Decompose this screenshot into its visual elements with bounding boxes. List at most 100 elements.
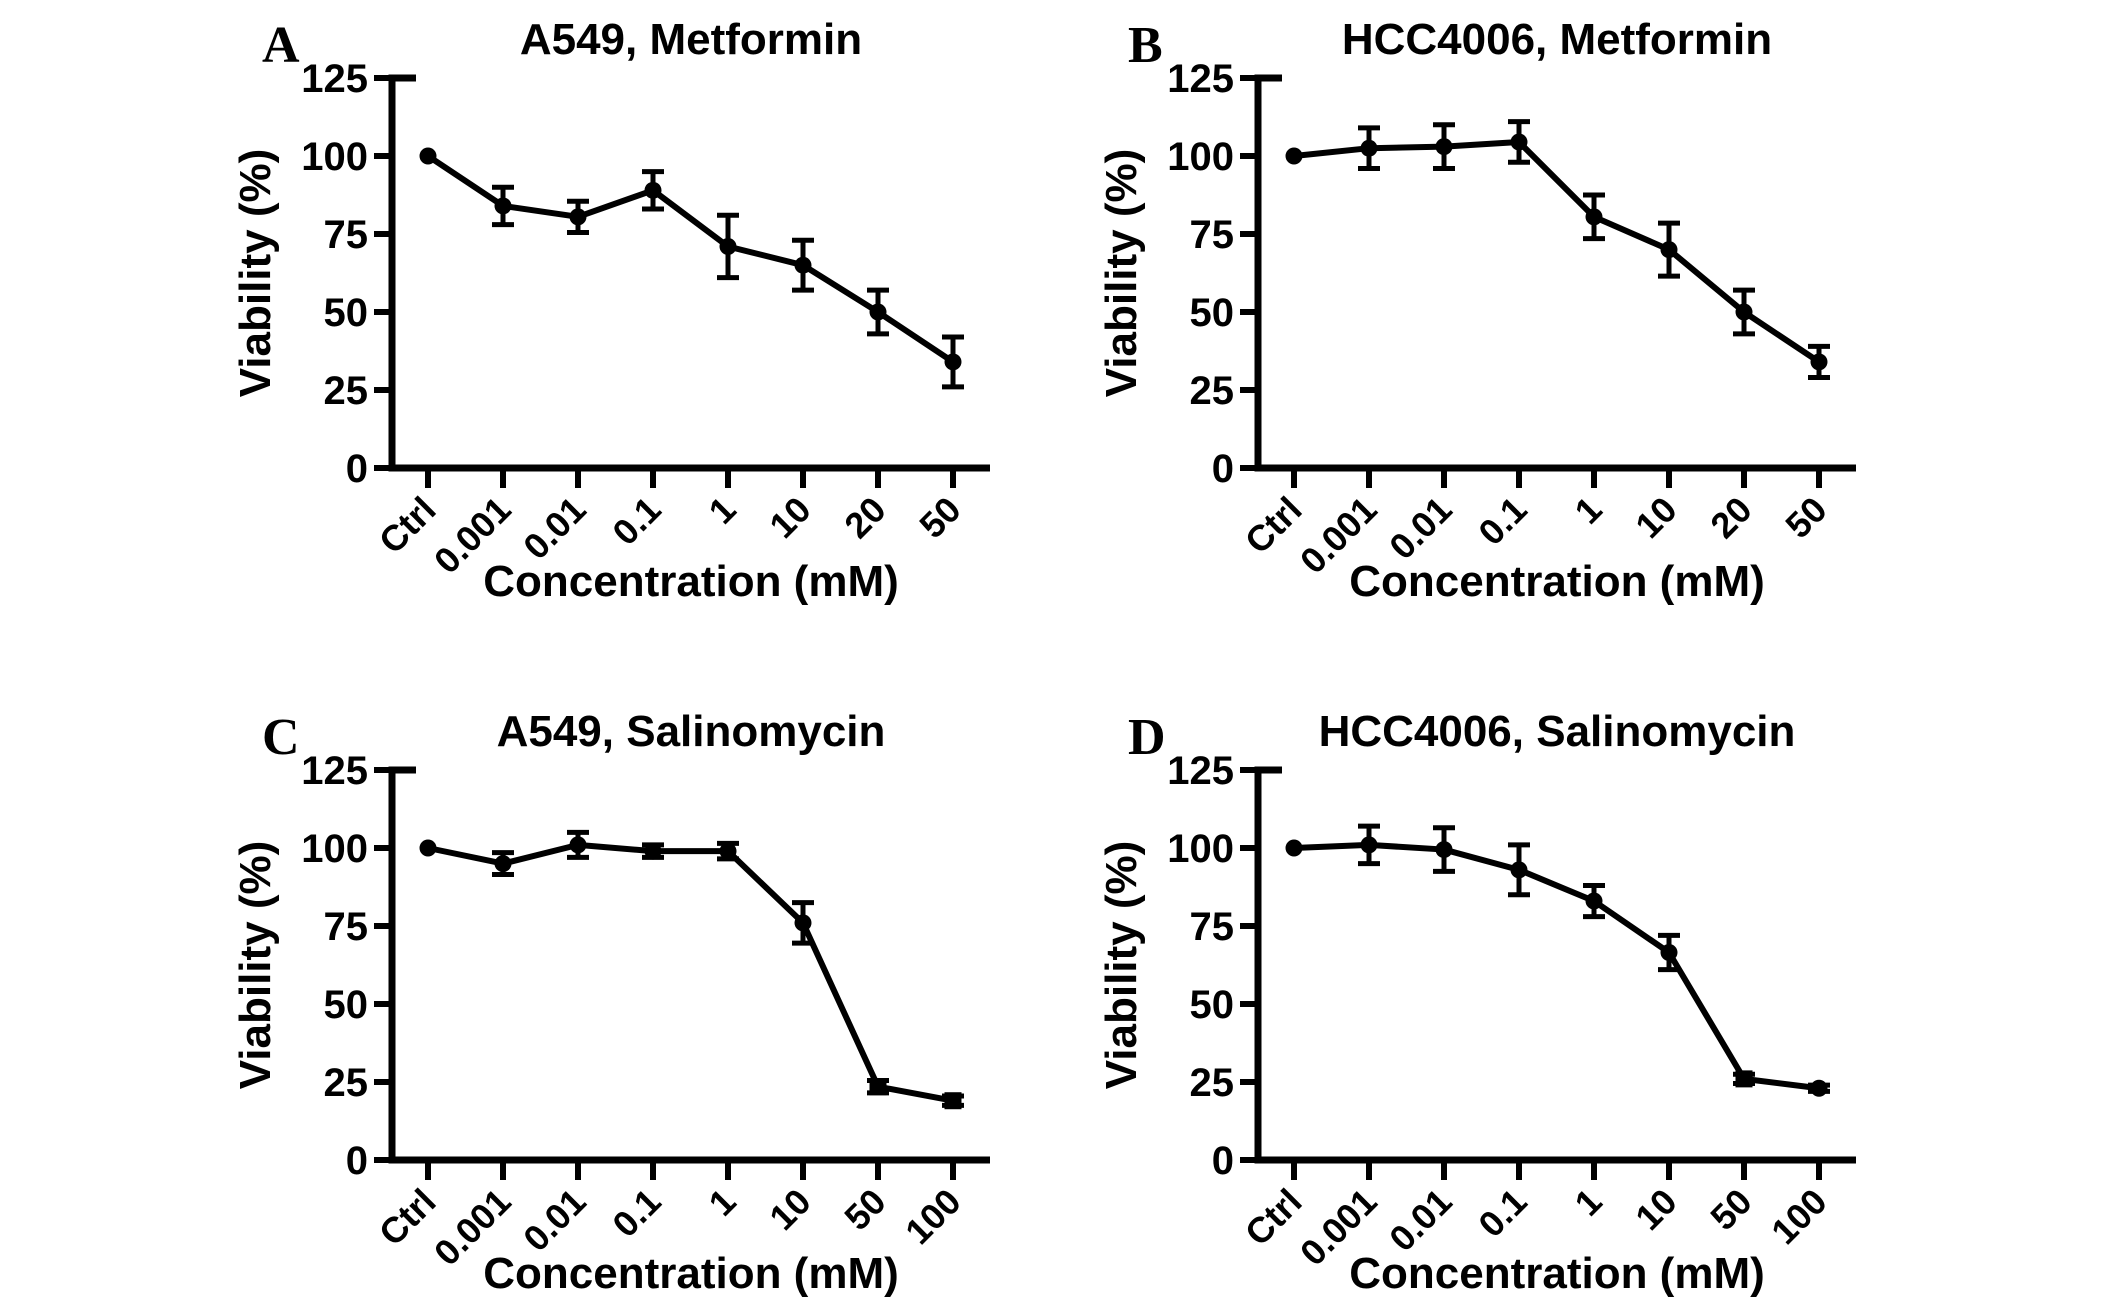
y-tick-label: 25 <box>324 1061 369 1105</box>
x-axis-label: Concentration (mM) <box>483 557 899 606</box>
data-point-marker <box>1435 841 1453 859</box>
x-tick-label: 10 <box>1627 489 1684 546</box>
data-point-marker <box>1660 944 1678 962</box>
y-tick-label: 50 <box>1190 291 1235 335</box>
y-tick-label: 50 <box>1190 983 1235 1027</box>
y-tick-label: 25 <box>324 369 369 413</box>
panel-b: 0 25 50 75 100 125 Ctrl 0.001 0.01 0.1 1 10 20 50 Viab… <box>1046 6 1992 658</box>
panel-title-d: HCC4006, Salinomycin <box>1318 707 1796 756</box>
data-point-marker <box>1585 892 1603 910</box>
data-point-marker <box>1810 1079 1828 1097</box>
x-tick-label: 1 <box>701 489 744 532</box>
x-tick-label: 0.1 <box>1470 1181 1534 1245</box>
data-point-marker <box>1360 836 1378 854</box>
y-tick-label: 125 <box>1167 749 1234 793</box>
y-axis-label: Viability (%) <box>1097 841 1146 1090</box>
x-axis-label: Concentration (mM) <box>1349 1249 1765 1298</box>
y-axis <box>388 766 416 1160</box>
data-point-marker <box>1360 139 1378 157</box>
y-tick-label: 100 <box>1167 135 1234 179</box>
x-tick-label: 100 <box>1763 1181 1834 1252</box>
panel-a: 0 25 50 75 100 125 Ctrl 0.001 0.01 0.1 1 10 20 50 Viab… <box>180 6 1126 658</box>
x-tick-label: 10 <box>761 1181 818 1238</box>
data-point-marker <box>1510 133 1528 151</box>
y-tick-label: 100 <box>1167 827 1234 871</box>
x-tick-label: 10 <box>761 489 818 546</box>
series-line <box>427 841 954 1104</box>
y-axis <box>1254 74 1282 468</box>
y-tick-label: 125 <box>301 749 368 793</box>
panel-letter-d: D <box>1128 709 1166 766</box>
x-axis-label: Concentration (mM) <box>483 1249 899 1298</box>
data-point-marker <box>494 197 512 215</box>
x-tick-label: 0.1 <box>1470 489 1534 553</box>
data-point-marker <box>869 1078 887 1096</box>
y-tick-label: 75 <box>324 213 369 257</box>
y-tick-label: 25 <box>1190 369 1235 413</box>
y-tick-label: 125 <box>301 57 368 101</box>
x-tick-label: 0.01 <box>515 1181 594 1260</box>
panel-title-c: A549, Salinomycin <box>496 707 886 756</box>
data-point-marker <box>1735 303 1753 321</box>
data-point-marker <box>869 303 887 321</box>
y-tick-label: 50 <box>324 291 369 335</box>
data-point-marker <box>944 353 962 371</box>
data-point-marker <box>1585 208 1603 226</box>
x-tick-label: 50 <box>1702 1181 1759 1238</box>
data-point-marker <box>1435 138 1453 156</box>
panel-title-a: A549, Metformin <box>519 15 863 64</box>
y-tick-label: 0 <box>346 1139 368 1183</box>
x-tick-label: 100 <box>897 1181 968 1252</box>
y-tick-label: 0 <box>1212 447 1234 491</box>
series-line <box>1293 841 1820 1092</box>
panel-letter-b: B <box>1128 17 1163 74</box>
data-point-marker <box>1810 353 1828 371</box>
y-tick-label: 75 <box>324 905 369 949</box>
data-point-marker <box>569 836 587 854</box>
x-axis-label: Concentration (mM) <box>1349 557 1765 606</box>
x-tick-label: 50 <box>1777 489 1834 546</box>
data-point-marker <box>419 839 437 857</box>
y-tick-label: 125 <box>1167 57 1234 101</box>
y-axis-label: Viability (%) <box>231 149 280 398</box>
y-tick-label: 100 <box>301 827 368 871</box>
y-tick-label: 25 <box>1190 1061 1235 1105</box>
data-point-marker <box>944 1092 962 1110</box>
x-tick-label: 0.01 <box>1381 1181 1460 1260</box>
series-line <box>1293 138 1821 365</box>
panel-letter-c: C <box>262 709 300 766</box>
series-line <box>426 153 955 365</box>
data-point-marker <box>1735 1070 1753 1088</box>
x-tick-label: 0.01 <box>515 489 594 568</box>
panel-c: 0 25 50 75 100 125 Ctrl 0.001 0.01 0.1 1 10 50 100 Via… <box>180 698 1126 1307</box>
data-point-marker <box>494 855 512 873</box>
panel-d: 0 25 50 75 100 125 Ctrl 0.001 0.01 0.1 1 10 50 100 Via… <box>1046 698 1992 1307</box>
x-tick-label: 1 <box>1567 1181 1610 1224</box>
data-point-marker <box>1510 861 1528 879</box>
data-point-marker <box>719 842 737 860</box>
data-point-marker <box>644 842 662 860</box>
x-tick-label: 50 <box>836 1181 893 1238</box>
x-tick-label: 1 <box>1567 489 1610 532</box>
data-point-marker <box>419 147 437 165</box>
x-tick-label: 20 <box>1702 489 1759 546</box>
y-axis-label: Viability (%) <box>231 841 280 1090</box>
y-axis <box>1254 766 1282 1160</box>
y-tick-label: 0 <box>346 447 368 491</box>
x-tick-label: 0.01 <box>1381 489 1460 568</box>
y-axis-label: Viability (%) <box>1097 149 1146 398</box>
data-point-marker <box>794 914 812 932</box>
data-point-marker <box>794 256 812 274</box>
x-tick-label: 0.1 <box>604 489 668 553</box>
data-point-marker <box>569 208 587 226</box>
x-tick-label: 50 <box>911 489 968 546</box>
data-point-marker <box>1285 147 1303 165</box>
y-axis <box>388 74 416 468</box>
data-point-marker <box>719 237 737 255</box>
x-tick-label: 0.1 <box>604 1181 668 1245</box>
panel-letter-a: A <box>262 17 300 74</box>
